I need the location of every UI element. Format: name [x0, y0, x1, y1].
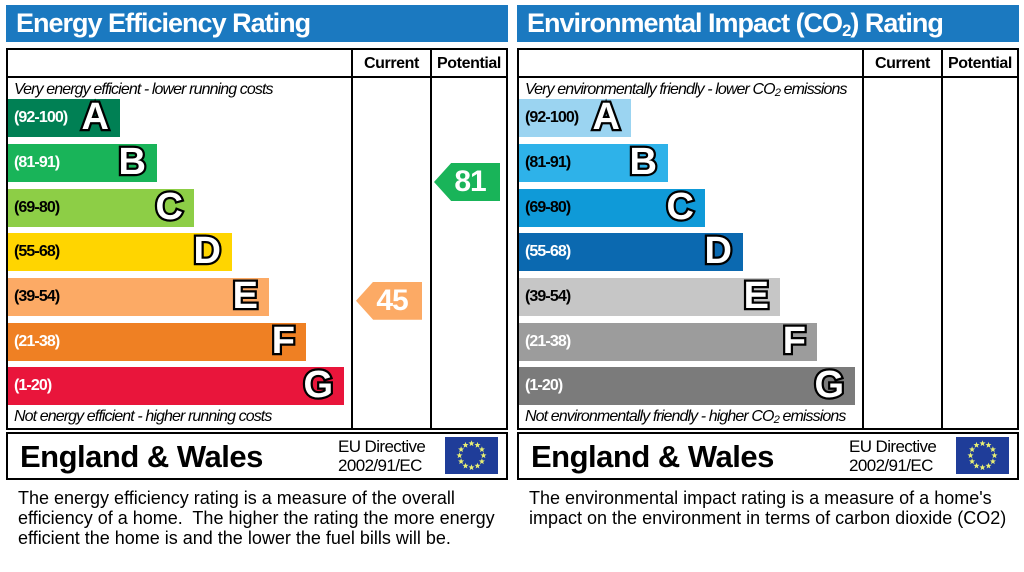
potential-column-divider — [941, 50, 943, 428]
eu-directive-line2: 2002/91/EC — [338, 456, 422, 475]
band-letter: D — [705, 232, 733, 270]
current-column-header: Current — [364, 55, 419, 72]
band-letter: D — [194, 232, 222, 270]
energy-efficiency-panel: Energy Efficiency Rating Current Potenti… — [6, 5, 508, 562]
energy-description: The energy efficiency rating is a measur… — [18, 488, 495, 548]
potential-column-header: Potential — [948, 55, 1012, 72]
band-range-label: (92-100) — [14, 109, 68, 126]
description-line: impact on the environment in terms of ca… — [529, 508, 1007, 528]
band-range-label: (55-68) — [14, 243, 60, 260]
eu-flag-icon — [445, 437, 498, 474]
band-range-label: (69-80) — [14, 199, 60, 216]
band-d: (55-68) D — [8, 232, 232, 271]
potential-column-header: Potential — [437, 55, 501, 72]
description-line: efficiency of a home. The higher the rat… — [18, 508, 495, 528]
band-range-label: (39-54) — [14, 288, 60, 305]
footer-box: England & Wales EU Directive 2002/91/EC — [517, 432, 1019, 480]
band-f: (21-38) F — [8, 322, 306, 361]
band-a: (92-100) A — [519, 98, 631, 137]
eu-directive-line1: EU Directive — [849, 437, 937, 456]
environmental-panel-title: Environmental Impact (CO2) Rating — [527, 8, 944, 40]
energy-panel-header: Energy Efficiency Rating — [6, 5, 508, 42]
environmental-description: The environmental impact rating is a mea… — [529, 488, 1006, 528]
caption-subscript: 2 — [774, 87, 781, 100]
band-letter: B — [630, 143, 658, 181]
potential-rating-arrow: 81 — [434, 163, 500, 201]
eu-directive-line2: 2002/91/EC — [849, 456, 933, 475]
eu-directive-label: EU Directive 2002/91/EC — [849, 437, 937, 475]
bottom-caption: Not environmentally friendly - higher CO… — [525, 408, 846, 427]
band-g: (1-20) G — [519, 366, 855, 405]
band-letter: C — [667, 188, 695, 226]
band-c: (69-80) C — [519, 188, 705, 227]
title-subscript: 2 — [842, 20, 851, 40]
region-label: England & Wales — [531, 439, 774, 474]
band-letter: E — [233, 277, 259, 315]
caption-subscript: 2 — [773, 414, 780, 427]
band-letter: A — [82, 98, 110, 136]
potential-column-divider — [430, 50, 432, 428]
eu-directive-line1: EU Directive — [338, 437, 426, 456]
description-line: The energy efficiency rating is a measur… — [18, 488, 455, 508]
band-letter: A — [593, 98, 621, 136]
band-range-label: (1-20) — [14, 377, 52, 394]
description-line: The environmental impact rating is a mea… — [529, 488, 992, 508]
description-line: efficient the home is and the lower the … — [18, 528, 451, 548]
band-letter: F — [272, 322, 295, 360]
environmental-rating-table: Current Potential Very environmentally f… — [517, 48, 1019, 430]
band-range-label: (21-38) — [14, 333, 60, 350]
top-caption: Very energy efficient - lower running co… — [14, 81, 274, 98]
band-letter: E — [744, 277, 770, 315]
band-letter: G — [814, 366, 844, 404]
band-range-label: (39-54) — [525, 288, 571, 305]
band-letter: B — [119, 143, 147, 181]
bottom-caption: Not energy efficient - higher running co… — [14, 408, 272, 425]
band-g: (1-20) G — [8, 366, 344, 405]
band-b: (81-91) B — [8, 143, 157, 182]
band-range-label: (1-20) — [525, 377, 563, 394]
current-column-header: Current — [875, 55, 930, 72]
band-letter: C — [156, 188, 184, 226]
footer-box: England & Wales EU Directive 2002/91/EC — [6, 432, 508, 480]
band-range-label: (92-100) — [525, 109, 579, 126]
energy-rating-table: Current Potential Very energy efficient … — [6, 48, 508, 430]
band-letter: F — [783, 322, 806, 360]
environmental-impact-panel: Environmental Impact (CO2) Rating Curren… — [517, 5, 1019, 562]
band-f: (21-38) F — [519, 322, 817, 361]
band-b: (81-91) B — [519, 143, 668, 182]
table-header-divider — [8, 76, 506, 78]
table-header-divider — [519, 76, 1017, 78]
region-label: England & Wales — [20, 439, 263, 474]
band-c: (69-80) C — [8, 188, 194, 227]
eu-flag-icon — [956, 437, 1009, 474]
band-a: (92-100) A — [8, 98, 120, 137]
energy-panel-title: Energy Efficiency Rating — [16, 8, 311, 38]
band-range-label: (69-80) — [525, 199, 571, 216]
band-e: (39-54) E — [519, 277, 780, 316]
band-range-label: (81-91) — [525, 154, 571, 171]
environmental-panel-header: Environmental Impact (CO2) Rating — [517, 5, 1019, 42]
current-column-divider — [862, 50, 864, 428]
band-range-label: (55-68) — [525, 243, 571, 260]
current-column-divider — [351, 50, 353, 428]
band-e: (39-54) E — [8, 277, 269, 316]
band-letter: G — [303, 366, 333, 404]
band-range-label: (21-38) — [525, 333, 571, 350]
eu-directive-label: EU Directive 2002/91/EC — [338, 437, 426, 475]
band-d: (55-68) D — [519, 232, 743, 271]
current-rating-arrow: 45 — [356, 281, 422, 320]
top-caption: Very environmentally friendly - lower CO… — [525, 81, 848, 100]
band-range-label: (81-91) — [14, 154, 60, 171]
